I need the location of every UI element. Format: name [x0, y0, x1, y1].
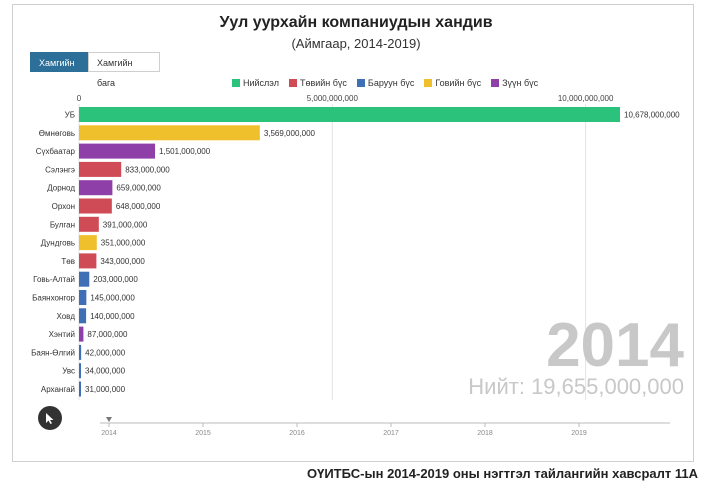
category-label: Сэлэнгэ	[45, 165, 75, 174]
value-label: 42,000,000	[85, 348, 126, 357]
timeline-year-label[interactable]: 2016	[289, 430, 305, 437]
bar	[79, 216, 99, 232]
legend-item[interactable]: Зүүн бүс	[491, 78, 538, 88]
legend-item[interactable]: Говийн бүс	[424, 78, 481, 88]
bar	[79, 308, 87, 324]
category-label: Өмнөговь	[39, 129, 75, 138]
source-caption: ОҮИТБС-ын 2014-2019 оны нэгтгэл тайланги…	[306, 466, 698, 481]
legend-swatch	[288, 79, 297, 87]
category-label: УБ	[65, 111, 75, 120]
legend-label: Зүүн бүс	[502, 78, 539, 88]
bar	[79, 198, 112, 214]
legend-label: Говийн бүс	[435, 78, 482, 88]
x-tick-label: 10,000,000,000	[558, 94, 614, 103]
least-toggle-button[interactable]: Хамгийн бага	[88, 52, 160, 88]
category-label: Баянхонгор	[32, 294, 75, 303]
value-label: 351,000,000	[101, 239, 146, 248]
value-label: 10,678,000,000	[624, 111, 680, 120]
most-toggle-button[interactable]: Хамгийн их	[30, 52, 88, 88]
bar	[79, 143, 156, 159]
value-label: 34,000,000	[85, 367, 126, 376]
value-label: 31,000,000	[85, 385, 126, 394]
total-label: Нийт: 19,655,000,000	[468, 374, 684, 399]
chart-subtitle: (Аймгаар, 2014-2019)	[291, 36, 421, 51]
value-label: 833,000,000	[125, 165, 170, 174]
value-label: 659,000,000	[116, 184, 161, 193]
bar	[79, 326, 84, 342]
bar	[79, 235, 97, 251]
legend-swatch	[491, 79, 500, 87]
category-label: Сүхбаатар	[36, 147, 76, 156]
bar	[79, 381, 81, 397]
chart-frame	[12, 4, 694, 462]
legend-label: Баруун бүс	[367, 78, 415, 88]
value-label: 145,000,000	[90, 294, 135, 303]
x-tick-label: 5,000,000,000	[307, 94, 359, 103]
bar	[79, 253, 97, 269]
value-label: 203,000,000	[93, 275, 138, 284]
value-label: 343,000,000	[100, 257, 145, 266]
year-watermark: 2014	[546, 311, 684, 380]
legend-item[interactable]: Төвийн бүс	[288, 78, 347, 88]
legend-item[interactable]: Нийслэл	[232, 78, 279, 88]
bar	[79, 290, 87, 305]
legend-label: Нийслэл	[243, 78, 279, 88]
timeline-year-label[interactable]: 2015	[195, 430, 211, 437]
category-label: Архангай	[41, 385, 75, 394]
category-label: Дорнод	[47, 184, 75, 193]
value-label: 140,000,000	[90, 312, 135, 321]
play-button[interactable]	[38, 406, 62, 430]
legend-swatch	[424, 79, 433, 87]
timeline-year-label[interactable]: 2017	[383, 430, 399, 437]
legend-item[interactable]: Баруун бүс	[356, 78, 415, 88]
chart-legend: Нийслэл Төвийн бүс Баруун бүс Говийн бүс Зүү…	[232, 78, 538, 88]
timeline-year-label[interactable]: 2018	[477, 430, 493, 437]
value-label: 3,569,000,000	[264, 129, 316, 138]
value-label: 1,501,000,000	[159, 147, 211, 156]
bar	[79, 271, 90, 287]
legend-swatch	[232, 79, 240, 87]
value-label: 87,000,000	[87, 330, 128, 339]
category-label: Төв	[61, 257, 75, 266]
chart-title: Уул уурхайн компаниудын хандив	[219, 14, 493, 31]
timeline-handle[interactable]	[106, 417, 112, 422]
value-label: 648,000,000	[116, 202, 161, 211]
value-label: 391,000,000	[103, 220, 148, 229]
bar	[79, 363, 81, 379]
category-label: Говь-Алтай	[33, 275, 75, 284]
category-label: Увс	[62, 367, 75, 376]
cursor-icon	[46, 413, 54, 424]
bar	[79, 180, 113, 196]
category-label: Булган	[50, 220, 75, 229]
bar	[79, 125, 260, 141]
legend-swatch	[356, 79, 365, 87]
category-label: Ховд	[56, 312, 75, 321]
category-label: Орхон	[52, 202, 75, 211]
timeline-year-label[interactable]: 2014	[101, 430, 117, 437]
bar	[79, 161, 122, 177]
bar	[79, 344, 82, 360]
timeline-year-label[interactable]: 2019	[571, 430, 587, 437]
category-label: Баян-Өлгий	[31, 348, 75, 357]
legend-label: Төвийн бүс	[299, 78, 347, 88]
category-label: Дундговь	[41, 239, 75, 248]
category-label: Хэнтий	[49, 330, 75, 339]
x-tick-label: 0	[77, 94, 82, 103]
bar	[79, 107, 620, 122]
